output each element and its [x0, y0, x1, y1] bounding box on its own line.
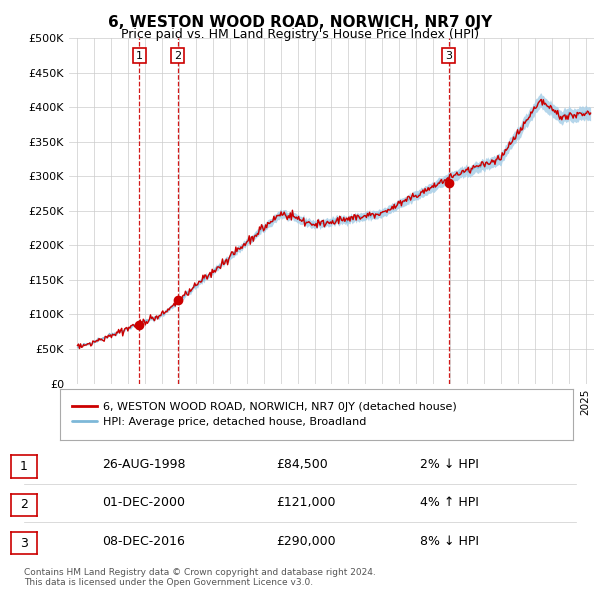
Text: 3: 3	[20, 536, 28, 550]
Text: 2: 2	[20, 498, 28, 512]
Text: 1: 1	[136, 51, 143, 61]
Legend: 6, WESTON WOOD ROAD, NORWICH, NR7 0JY (detached house), HPI: Average price, deta: 6, WESTON WOOD ROAD, NORWICH, NR7 0JY (d…	[65, 395, 464, 434]
Text: £290,000: £290,000	[276, 535, 335, 548]
Text: 8% ↓ HPI: 8% ↓ HPI	[420, 535, 479, 548]
Text: Contains HM Land Registry data © Crown copyright and database right 2024.
This d: Contains HM Land Registry data © Crown c…	[24, 568, 376, 587]
Text: 6, WESTON WOOD ROAD, NORWICH, NR7 0JY: 6, WESTON WOOD ROAD, NORWICH, NR7 0JY	[108, 15, 492, 30]
Text: 4% ↑ HPI: 4% ↑ HPI	[420, 496, 479, 510]
Text: 01-DEC-2000: 01-DEC-2000	[102, 496, 185, 510]
Text: 08-DEC-2016: 08-DEC-2016	[102, 535, 185, 548]
Text: 2% ↓ HPI: 2% ↓ HPI	[420, 458, 479, 471]
Text: 3: 3	[445, 51, 452, 61]
Text: 2: 2	[174, 51, 181, 61]
Text: 1: 1	[20, 460, 28, 473]
Text: 26-AUG-1998: 26-AUG-1998	[102, 458, 185, 471]
Text: £121,000: £121,000	[276, 496, 335, 510]
Text: Price paid vs. HM Land Registry's House Price Index (HPI): Price paid vs. HM Land Registry's House …	[121, 28, 479, 41]
Text: £84,500: £84,500	[276, 458, 328, 471]
